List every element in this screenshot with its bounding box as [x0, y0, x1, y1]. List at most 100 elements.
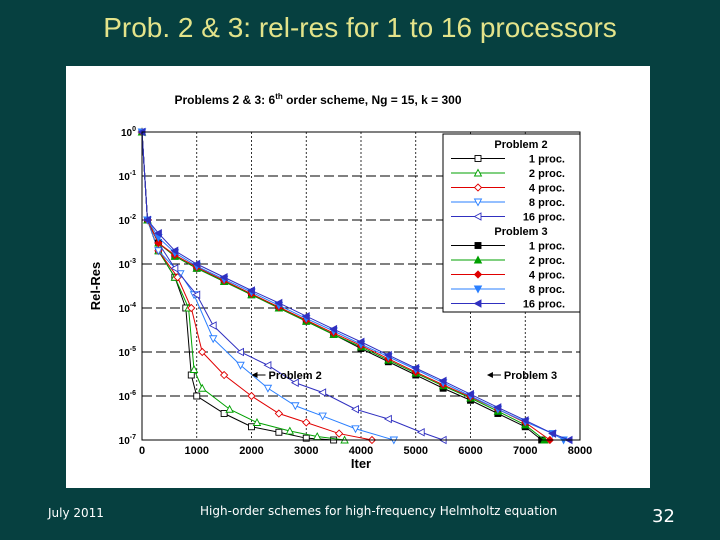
y-tick-label: 10-6	[119, 390, 136, 403]
data-point	[170, 246, 179, 256]
data-point	[302, 434, 310, 442]
legend-swatch-marker	[473, 285, 483, 294]
annotation-label: Problem 2	[269, 370, 322, 382]
data-point	[263, 360, 272, 370]
y-tick-label: 10-7	[119, 434, 136, 447]
data-point	[318, 412, 327, 421]
series-9	[137, 127, 573, 445]
legend-entry: 1 proc.	[529, 154, 565, 166]
x-tick-label: 2000	[239, 445, 263, 457]
data-point	[236, 347, 245, 357]
data-point	[438, 376, 447, 386]
data-point	[351, 404, 359, 414]
annotations: Problem 2 Problem 3	[251, 370, 557, 382]
data-point	[236, 361, 245, 370]
legend-swatch-marker	[473, 168, 483, 177]
data-point	[208, 335, 218, 344]
data-point	[154, 247, 163, 256]
legend-swatch-marker	[473, 212, 482, 221]
data-point	[318, 388, 327, 397]
legend-entry: 8 proc.	[529, 197, 565, 209]
legend-group-title: Problem 3	[494, 226, 547, 238]
footer-caption: High-order schemes for high-frequency He…	[200, 504, 558, 518]
y-axis-label: Rel-Res	[88, 262, 103, 310]
convergence-chart: Problems 2 & 3: 6th order scheme, Ng = 1…	[88, 92, 593, 471]
data-point	[247, 286, 255, 295]
x-tick-label: 7000	[513, 445, 537, 457]
annotation-arrow-head	[486, 372, 493, 379]
legend-entry: 2 proc.	[529, 168, 565, 180]
y-tick-label: 10-1	[119, 170, 136, 183]
data-point	[252, 418, 262, 426]
data-point	[351, 425, 360, 434]
x-tick-label: 3000	[294, 445, 318, 457]
data-point	[291, 402, 300, 411]
x-tick-label: 1000	[185, 445, 209, 457]
legend-entry: 8 proc.	[529, 284, 565, 296]
data-point	[493, 403, 502, 412]
data-point	[411, 363, 420, 373]
legend: Problem 2 1 proc. 2 proc. 4 proc. 8 proc. 16 …	[442, 133, 581, 313]
legend-swatch-marker	[473, 299, 482, 308]
data-point	[275, 428, 283, 436]
legend-swatch-marker	[473, 270, 483, 279]
data-point	[383, 414, 392, 424]
slide-title: Prob. 2 & 3: rel-res for 1 to 16 process…	[103, 12, 617, 43]
annotation-label: Problem 3	[504, 370, 557, 382]
legend-swatch-marker	[473, 183, 483, 192]
data-point	[383, 350, 392, 360]
chart-title: Problems 2 & 3: 6th order scheme, Ng = 1…	[174, 92, 461, 107]
legend-swatch-marker	[474, 155, 482, 162]
data-point	[208, 321, 217, 330]
data-point	[198, 347, 207, 357]
x-tick-label: 4000	[349, 445, 373, 457]
axis-ticks: 0 1000 2000 3000 4000 5000 6000 7000 8000 100 10-1…	[119, 126, 593, 457]
data-point	[219, 272, 228, 282]
series-line	[141, 131, 373, 441]
annotation-arrow-head	[251, 372, 258, 379]
data-point	[197, 383, 207, 392]
footer-date: July 2011	[48, 506, 104, 520]
legend-swatch-marker	[473, 198, 483, 207]
data-point	[247, 391, 256, 401]
y-tick-label: 10-2	[119, 214, 136, 227]
data-point	[466, 389, 474, 399]
series-lines	[137, 127, 573, 445]
data-point	[189, 365, 199, 373]
data-point	[301, 311, 310, 321]
data-point	[285, 426, 295, 435]
data-point	[187, 303, 196, 313]
data-point	[153, 228, 162, 238]
data-point	[548, 429, 557, 438]
data-point	[154, 238, 163, 248]
legend-swatch-marker	[474, 242, 482, 249]
data-point	[143, 215, 151, 225]
data-point	[274, 298, 283, 308]
legend-entry: 4 proc.	[529, 183, 565, 195]
data-point	[192, 259, 201, 269]
data-point	[193, 392, 201, 400]
data-point	[170, 264, 179, 273]
page-number: 32	[652, 506, 675, 527]
legend-box	[442, 133, 581, 313]
data-point	[274, 409, 284, 418]
data-point	[416, 427, 425, 437]
chart-title-post: order scheme, Ng = 15, k = 300	[283, 93, 462, 107]
legend-group-title: Problem 2	[494, 139, 547, 151]
data-point	[329, 324, 338, 334]
data-point	[219, 370, 229, 380]
data-point	[290, 378, 299, 388]
legend-swatch-marker	[473, 255, 483, 264]
chart-title-pre: Problems 2 & 3: 6	[174, 93, 275, 107]
y-tick-label: 10-5	[119, 346, 136, 359]
legend-entry: 16 proc.	[523, 299, 565, 311]
y-tick-label: 10-3	[119, 258, 136, 271]
legend-entry: 4 proc.	[529, 270, 565, 282]
data-point	[356, 337, 365, 347]
legend-entry: 2 proc.	[529, 255, 565, 267]
x-tick-label: 6000	[458, 445, 482, 457]
data-point	[220, 410, 228, 417]
y-tick-label: 10-4	[119, 302, 136, 315]
chart-figure: Problems 2 & 3: 6th order scheme, Ng = 1…	[66, 66, 650, 488]
data-point	[302, 418, 311, 427]
